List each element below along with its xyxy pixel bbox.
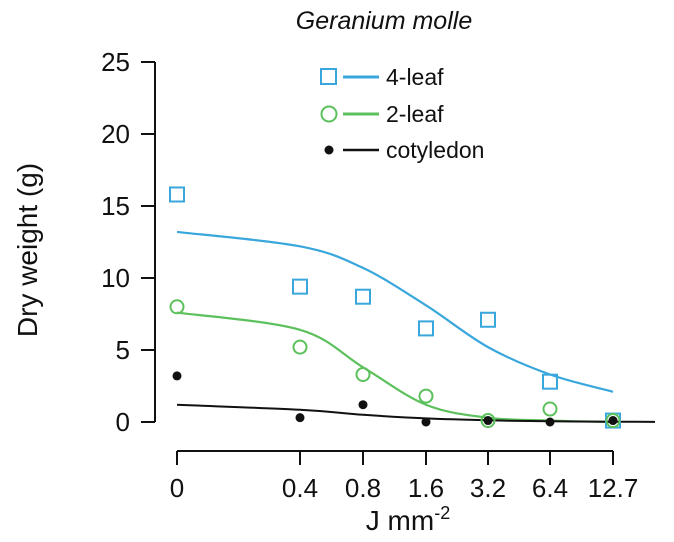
fit-lines [176, 230, 656, 424]
y-tick-label-0: 0 [116, 407, 130, 437]
point-4-leaf-1-6 [418, 320, 434, 337]
point-cotyledon-0-8 [358, 400, 368, 410]
point-4-leaf-0-4 [292, 278, 308, 295]
x-axis: 0 0.4 0.8 1.6 3.2 6.4 12.7 [170, 450, 639, 503]
x-tick-label-0-8: 0.8 [345, 473, 381, 503]
legend-label-4-leaf: 4-leaf [386, 64, 444, 90]
point-2-leaf-0-8 [355, 366, 371, 382]
x-axis-label-exponent: -2 [434, 503, 450, 523]
x-tick-label-3-2: 3.2 [470, 473, 506, 503]
x-tick-label-6-4: 6.4 [532, 473, 568, 503]
chart-title: Geranium molle [296, 7, 472, 35]
fit-line-2-leaf [176, 311, 614, 424]
legend-label-cotyledon: cotyledon [386, 137, 484, 163]
point-4-leaf-0-8 [355, 288, 371, 305]
point-cotyledon-0-4 [295, 413, 305, 423]
y-tick-label-20: 20 [101, 119, 130, 149]
y-tick-label-25: 25 [101, 47, 130, 77]
point-cotyledon-0 [172, 371, 182, 381]
point-2-leaf-1-6 [418, 388, 434, 404]
point-2-leaf-0 [169, 299, 185, 315]
point-4-leaf-6-4 [542, 373, 558, 390]
point-cotyledon-1-6 [421, 417, 431, 427]
y-tick-label-5: 5 [116, 335, 130, 365]
legend-label-2-leaf: 2-leaf [386, 101, 444, 127]
x-tick-label-12-7: 12.7 [588, 473, 639, 503]
y-axis: 0 5 10 15 20 25 [101, 47, 156, 437]
x-axis-label: J mm-2 [366, 503, 450, 536]
point-cotyledon-3-2 [483, 416, 493, 426]
y-tick-label-15: 15 [101, 191, 130, 221]
point-cotyledon-12-7 [608, 416, 618, 426]
legend: 4-leaf 2-leaf cotyledon [320, 64, 484, 163]
point-2-leaf-0-4 [292, 339, 308, 355]
point-2-leaf-12-7 [605, 413, 621, 429]
point-cotyledon-6-4 [545, 417, 555, 427]
point-2-leaf-3-2 [480, 413, 496, 429]
y-ticks: 0 5 10 15 20 25 [101, 47, 155, 437]
data-points [169, 186, 621, 429]
y-tick-label-10: 10 [101, 263, 130, 293]
y-axis-label: Dry weight (g) [12, 163, 43, 337]
point-2-leaf-6-4 [542, 401, 558, 417]
point-4-leaf-0 [169, 186, 185, 203]
fit-line-cotyledon [176, 403, 656, 423]
x-tick-label-0: 0 [170, 473, 184, 503]
x-axis-label-main: J mm [366, 505, 434, 536]
legend-marker-cotyledon [324, 145, 334, 155]
legend-marker-4-leaf [320, 68, 337, 85]
x-tick-label-0-4: 0.4 [282, 473, 318, 503]
x-tick-label-1-6: 1.6 [408, 473, 444, 503]
legend-marker-2-leaf [320, 105, 338, 123]
point-4-leaf-3-2 [480, 311, 496, 328]
fit-line-4-leaf [176, 230, 614, 393]
x-ticks: 0 0.4 0.8 1.6 3.2 6.4 12.7 [170, 451, 639, 503]
